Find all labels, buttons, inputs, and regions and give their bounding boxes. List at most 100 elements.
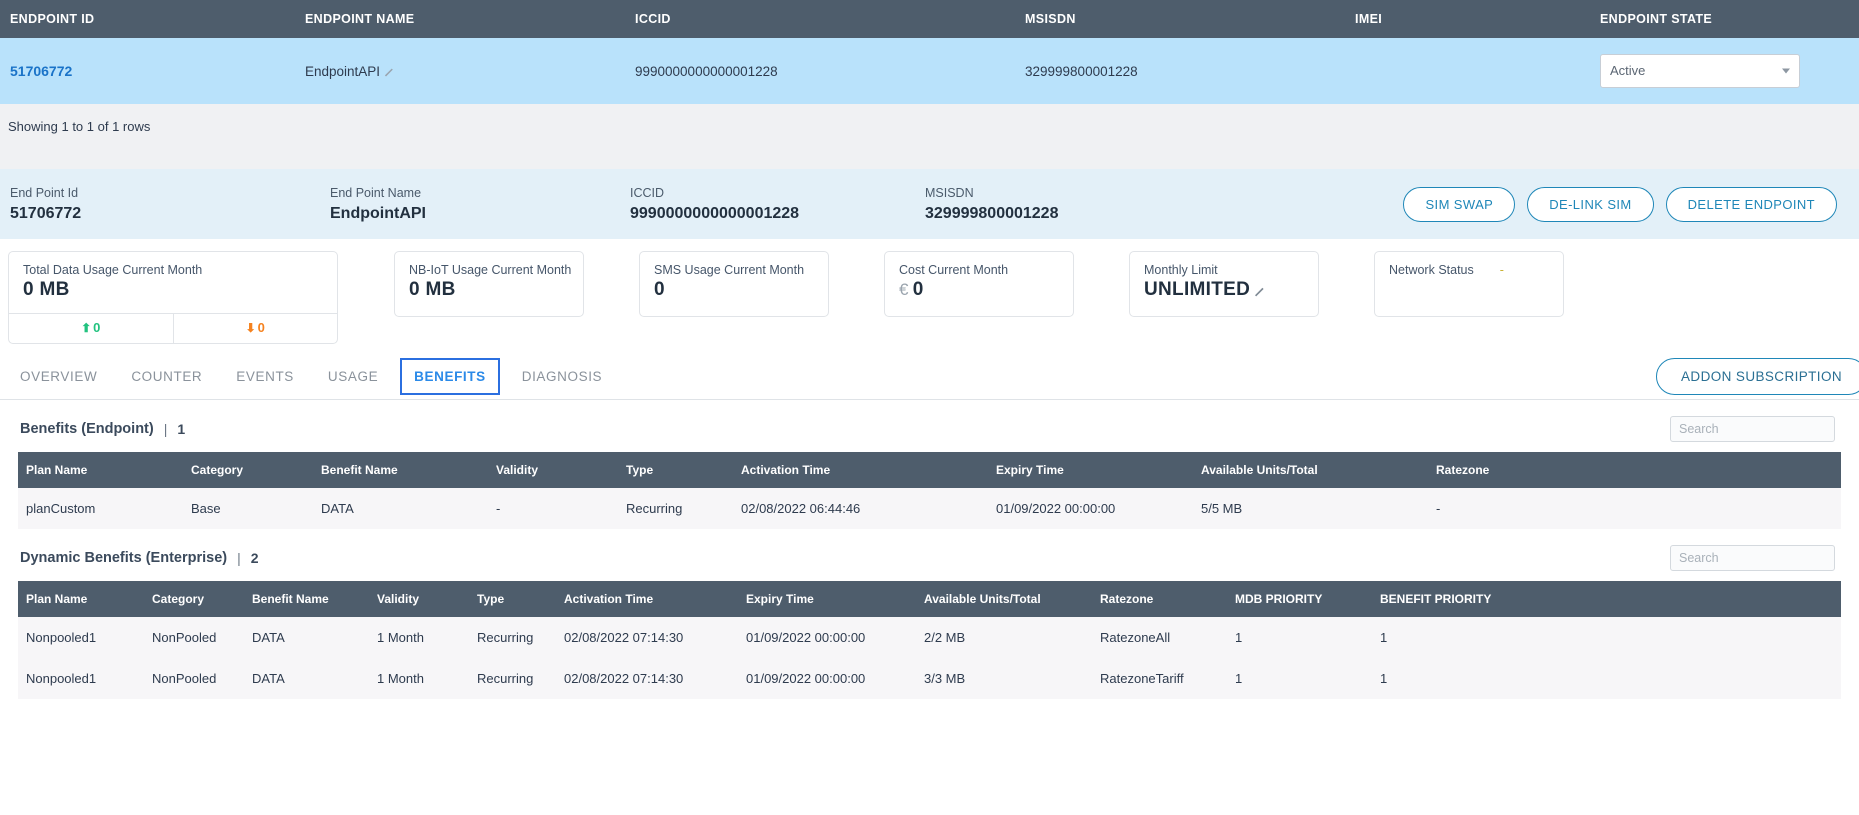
column-header-benefit-name[interactable]: Benefit Name bbox=[313, 452, 488, 488]
column-header-expiry-time[interactable]: Expiry Time bbox=[988, 452, 1193, 488]
column-header-msisdn[interactable]: MSISDN bbox=[1015, 0, 1345, 38]
kpi-card-nbiot-usage: NB-IoT Usage Current Month 0 MB bbox=[394, 251, 584, 317]
kpi-card-monthly-limit: Monthly Limit UNLIMITED bbox=[1129, 251, 1319, 317]
benefits-endpoint-search-input[interactable]: Search bbox=[1670, 416, 1835, 442]
cell-available-units: 2/2 MB bbox=[916, 617, 1092, 658]
column-header-category[interactable]: Category bbox=[144, 581, 244, 617]
kpi-title-monthly-limit: Monthly Limit bbox=[1144, 263, 1218, 277]
detail-tabs: OVERVIEW COUNTER EVENTS USAGE BENEFITS D… bbox=[0, 354, 1859, 400]
dynamic-benefits-table: Plan Name Category Benefit Name Validity… bbox=[18, 581, 1841, 699]
edit-monthly-limit-pencil-icon[interactable] bbox=[1254, 285, 1265, 297]
kpi-card-sms-usage: SMS Usage Current Month 0 bbox=[639, 251, 829, 317]
column-header-plan-name[interactable]: Plan Name bbox=[18, 452, 183, 488]
dynamic-benefits-count: 2 bbox=[250, 550, 259, 566]
info-value-endpoint-name: EndpointAPI bbox=[330, 204, 426, 222]
endpoint-state-select[interactable]: Active bbox=[1600, 54, 1800, 88]
cell-ratezone: - bbox=[1428, 488, 1841, 529]
kpi-card-total-data-usage: Total Data Usage Current Month 0 MB ⬆ 0 ⬇… bbox=[8, 251, 338, 344]
cell-benefit-name: DATA bbox=[244, 617, 369, 658]
info-label-msisdn: MSISDN bbox=[925, 185, 974, 200]
tab-usage[interactable]: USAGE bbox=[327, 369, 379, 384]
cell-type: Recurring bbox=[469, 658, 556, 699]
dynamic-benefits-search-input[interactable]: Search bbox=[1670, 545, 1835, 571]
dynamic-benefits-table-body: Nonpooled1 NonPooled DATA 1 Month Recurr… bbox=[18, 617, 1841, 699]
cell-available-units: 3/3 MB bbox=[916, 658, 1092, 699]
kpi-title-network-status: Network Status - bbox=[1389, 263, 1549, 277]
table-row[interactable]: planCustom Base DATA - Recurring 02/08/2… bbox=[18, 488, 1841, 529]
column-header-expiry-time[interactable]: Expiry Time bbox=[738, 581, 916, 617]
endpoint-info-bar: End Point Id 51706772 End Point Name End… bbox=[0, 169, 1859, 239]
table-row[interactable]: Nonpooled1 NonPooled DATA 1 Month Recurr… bbox=[18, 617, 1841, 658]
kpi-download-value: 0 bbox=[257, 320, 265, 335]
endpoint-results-table: ENDPOINT ID ENDPOINT NAME ICCID MSISDN I… bbox=[0, 0, 1859, 104]
column-header-available-units[interactable]: Available Units/Total bbox=[1193, 452, 1428, 488]
table-header-row: Plan Name Category Benefit Name Validity… bbox=[18, 452, 1841, 488]
tab-overview[interactable]: OVERVIEW bbox=[20, 369, 98, 384]
column-header-mdb-priority[interactable]: MDB PRIORITY bbox=[1227, 581, 1372, 617]
column-header-type[interactable]: Type bbox=[618, 452, 733, 488]
de-link-sim-button[interactable]: DE-LINK SIM bbox=[1527, 186, 1654, 222]
edit-pencil-icon[interactable] bbox=[384, 66, 395, 77]
column-header-plan-name[interactable]: Plan Name bbox=[18, 581, 144, 617]
column-header-category[interactable]: Category bbox=[183, 452, 313, 488]
cell-benefit-priority: 1 bbox=[1372, 658, 1841, 699]
cell-endpoint-name: EndpointAPI bbox=[295, 38, 625, 104]
endpoint-id-link[interactable]: 51706772 bbox=[10, 63, 73, 79]
kpi-title-nbiot: NB-IoT Usage Current Month bbox=[409, 263, 572, 277]
kpi-title-cost: Cost Current Month bbox=[899, 263, 1009, 277]
download-arrow-icon: ⬇ bbox=[245, 321, 256, 335]
tab-diagnosis[interactable]: DIAGNOSIS bbox=[521, 369, 603, 384]
monthly-limit-text: UNLIMITED bbox=[1144, 279, 1251, 300]
column-header-imei[interactable]: IMEI bbox=[1345, 0, 1590, 38]
tab-events[interactable]: EVENTS bbox=[236, 369, 294, 384]
column-header-ratezone[interactable]: Ratezone bbox=[1428, 452, 1841, 488]
network-status-label: Network Status bbox=[1389, 263, 1474, 277]
sim-swap-button[interactable]: SIM SWAP bbox=[1403, 186, 1516, 222]
delete-endpoint-button[interactable]: DELETE ENDPOINT bbox=[1665, 186, 1837, 222]
table-header-row: ENDPOINT ID ENDPOINT NAME ICCID MSISDN I… bbox=[0, 0, 1859, 38]
kpi-value-cost: €0 bbox=[899, 279, 1059, 301]
table-row[interactable]: 51706772 EndpointAPI 9990000000000001228… bbox=[0, 38, 1859, 104]
results-table-header: ENDPOINT ID ENDPOINT NAME ICCID MSISDN I… bbox=[0, 0, 1859, 38]
kpi-cost-amount: 0 bbox=[912, 279, 924, 300]
info-label-endpoint-name: End Point Name bbox=[330, 185, 422, 200]
cell-validity: - bbox=[488, 488, 618, 529]
cell-type: Recurring bbox=[469, 617, 556, 658]
column-header-validity[interactable]: Validity bbox=[369, 581, 469, 617]
kpi-upload-value: 0 bbox=[93, 320, 101, 335]
results-footer-text: Showing 1 to 1 of 1 rows bbox=[0, 104, 1859, 169]
column-header-endpoint-id[interactable]: ENDPOINT ID bbox=[0, 0, 295, 38]
cell-mdb-priority: 1 bbox=[1227, 617, 1372, 658]
network-status-value: - bbox=[1499, 263, 1504, 277]
cell-type: Recurring bbox=[618, 488, 733, 529]
column-header-iccid[interactable]: ICCID bbox=[625, 0, 1015, 38]
benefits-endpoint-count: 1 bbox=[177, 421, 186, 437]
chevron-down-icon bbox=[1782, 68, 1790, 74]
results-table-body: 51706772 EndpointAPI 9990000000000001228… bbox=[0, 38, 1859, 104]
column-header-endpoint-state[interactable]: ENDPOINT STATE bbox=[1590, 0, 1859, 38]
column-header-type[interactable]: Type bbox=[469, 581, 556, 617]
column-header-validity[interactable]: Validity bbox=[488, 452, 618, 488]
cell-ratezone: RatezoneAll bbox=[1092, 617, 1227, 658]
column-header-activation-time[interactable]: Activation Time bbox=[556, 581, 738, 617]
cell-plan-name: planCustom bbox=[18, 488, 183, 529]
tab-benefits[interactable]: BENEFITS bbox=[400, 358, 500, 395]
info-field-msisdn: MSISDN 329999800001228 bbox=[925, 186, 1185, 223]
column-header-available-units[interactable]: Available Units/Total bbox=[916, 581, 1092, 617]
column-header-activation-time[interactable]: Activation Time bbox=[733, 452, 988, 488]
cell-iccid: 9990000000000001228 bbox=[625, 38, 1015, 104]
column-header-endpoint-name[interactable]: ENDPOINT NAME bbox=[295, 0, 625, 38]
table-row[interactable]: Nonpooled1 NonPooled DATA 1 Month Recurr… bbox=[18, 658, 1841, 699]
benefits-endpoint-title: Benefits (Endpoint) bbox=[20, 421, 154, 437]
currency-symbol: € bbox=[899, 280, 909, 299]
cell-mdb-priority: 1 bbox=[1227, 658, 1372, 699]
column-header-benefit-priority[interactable]: BENEFIT PRIORITY bbox=[1372, 581, 1841, 617]
column-header-ratezone[interactable]: Ratezone bbox=[1092, 581, 1227, 617]
benefits-endpoint-table-header: Plan Name Category Benefit Name Validity… bbox=[18, 452, 1841, 488]
benefits-endpoint-header: Benefits (Endpoint) | 1 Search bbox=[0, 400, 1859, 452]
dynamic-benefits-header: Dynamic Benefits (Enterprise) | 2 Search bbox=[0, 529, 1859, 581]
addon-subscription-button[interactable]: ADDON SUBSCRIPTION bbox=[1656, 358, 1859, 395]
tab-counter[interactable]: COUNTER bbox=[131, 369, 203, 384]
cell-expiry-time: 01/09/2022 00:00:00 bbox=[738, 658, 916, 699]
column-header-benefit-name[interactable]: Benefit Name bbox=[244, 581, 369, 617]
